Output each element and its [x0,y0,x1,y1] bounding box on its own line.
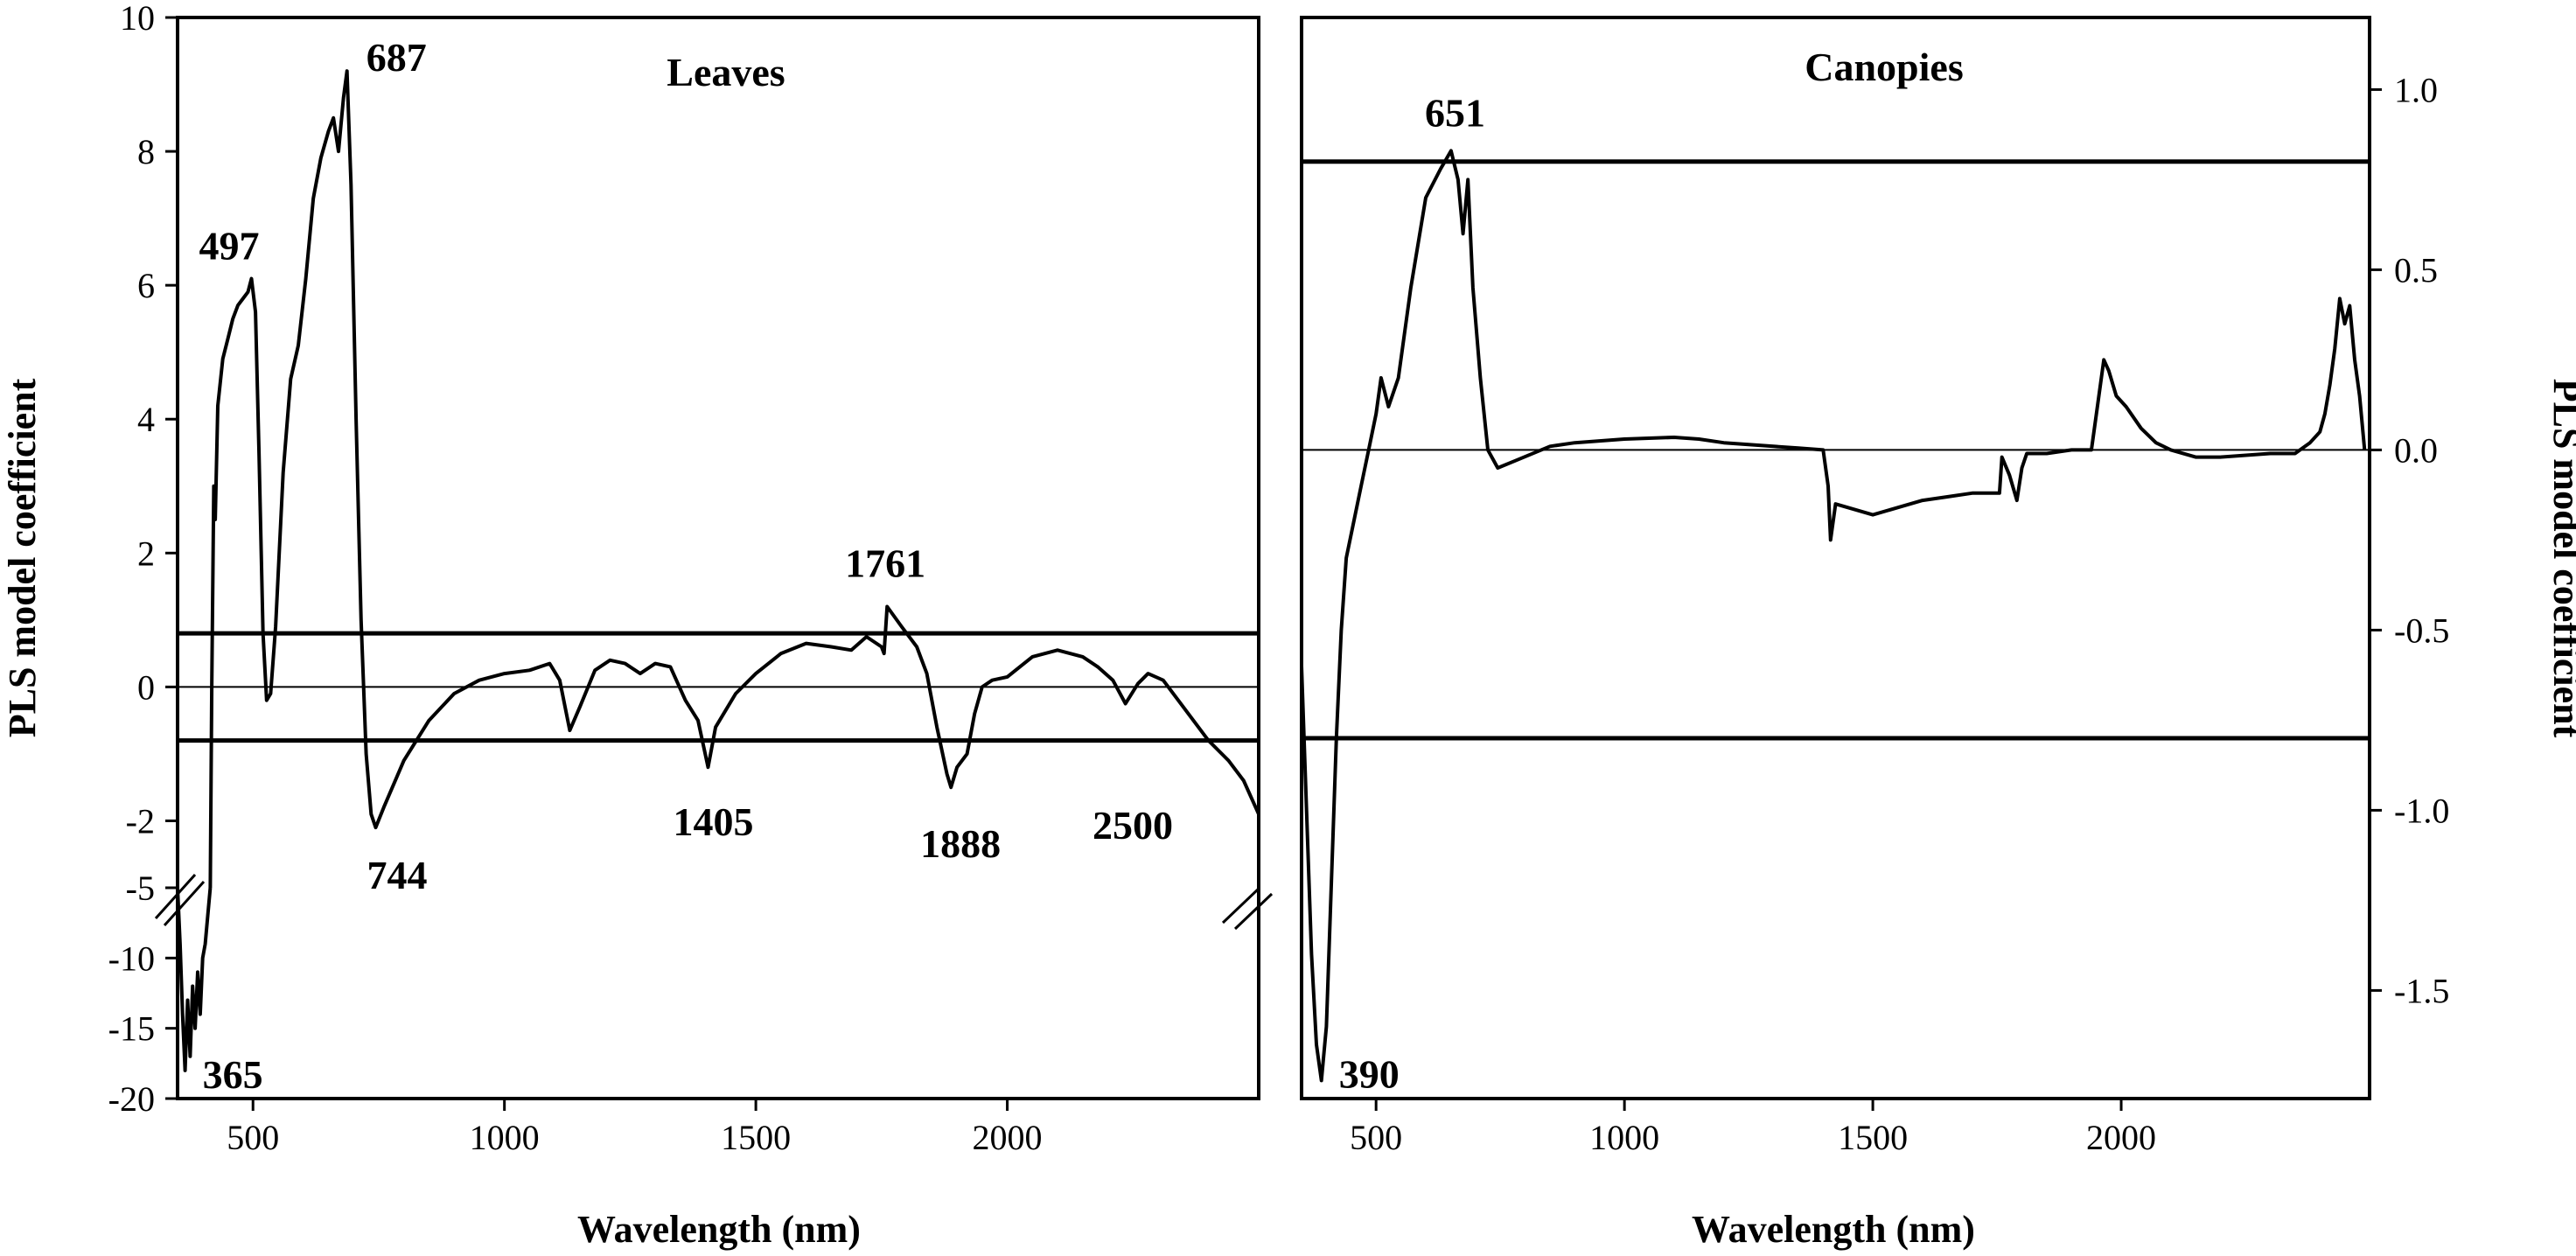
leaves-peak-label-497: 497 [199,224,260,269]
canopies-y-tick-label: 0.5 [2394,250,2438,290]
canopies-reference-lines [1302,159,2370,741]
canopies-coefficient-series [1300,149,2367,1083]
canopies-peak-label-390: 390 [1339,1051,1400,1096]
canopies-y-axis-title: PLS model coefficient [2545,379,2576,738]
leaves-y-tick-label: 4 [137,400,155,439]
canopies-x-tick-label: 1500 [1838,1118,1908,1157]
canopies-axis-ticks: 500 1000 1500 2000 1.0 0.5 0.0 -0.5 -1.0 -1.5 [1350,70,2449,1157]
leaves-panel-title: Leaves [667,50,785,94]
leaves-x-axis-title: Wavelength (nm) [577,1208,861,1251]
leaves-y-tick-label: -2 [126,801,155,841]
leaves-y-axis-title: PLS model coefficient [1,378,44,737]
canopies-x-tick-label: 500 [1350,1118,1402,1157]
leaves-coefficient-series [176,69,1260,1072]
leaves-peak-label-1888: 1888 [920,821,1001,866]
leaves-y-tick-label: 6 [137,266,155,305]
leaves-x-tick-label: 1000 [470,1118,540,1157]
leaves-peak-label-1405: 1405 [674,799,754,844]
leaves-y-tick-label: 10 [120,0,155,38]
leaves-peak-label-687: 687 [367,35,427,80]
leaves-x-tick-label: 1500 [721,1118,791,1157]
leaves-peak-label-365: 365 [203,1052,263,1097]
canopies-peak-label-651: 651 [1425,90,1485,135]
leaves-y-tick-label: -10 [108,939,155,978]
leaves-y-tick-label: -5 [126,869,155,908]
axis-break-bottom [1221,886,1274,931]
leaves-series-line-lower [176,887,213,1072]
leaves-peak-label-2500: 2500 [1093,803,1173,848]
canopies-x-axis-title: Wavelength (nm) [1692,1208,1975,1251]
leaves-x-tick-label: 500 [227,1118,279,1157]
leaves-peak-labels: 687 497 1761 744 1405 1888 2500 365 [199,35,1173,1097]
canopies-y-tick-label: -1.5 [2394,971,2449,1010]
leaves-y-tick-label: -20 [108,1079,155,1119]
canopies-x-tick-label: 1000 [1589,1118,1659,1157]
leaves-y-tick-label: 8 [137,132,155,171]
canopies-plot-frame [1300,16,2371,1100]
canopies-y-tick-label: 1.0 [2394,70,2438,109]
canopies-y-tick-label: -1.0 [2394,791,2449,830]
leaves-y-tick-label: 2 [137,534,155,573]
canopies-panel-title: Canopies [1805,45,1963,89]
canopies-x-tick-label: 2000 [2086,1118,2156,1157]
leaves-peak-label-1761: 1761 [845,541,925,586]
leaves-plot-frame [176,16,1260,1100]
leaves-y-tick-label: -15 [108,1009,155,1049]
leaves-reference-lines [178,631,1259,743]
canopies-y-tick-label: -0.5 [2394,611,2449,650]
leaves-x-tick-label: 2000 [973,1118,1043,1157]
axis-break-left [154,873,206,927]
leaves-axis-ticks: 500 1000 1500 2000 10 8 6 4 2 0 -2 -5 -10 -15 -20 [108,0,1043,1157]
leaves-peak-label-744: 744 [367,853,428,897]
leaves-y-tick-label: 0 [137,667,155,707]
canopies-series-line [1300,149,2367,1083]
leaves-series-line-upper [208,69,1260,889]
canopies-y-tick-label: 0.0 [2394,430,2438,470]
canopies-peak-labels: 651 390 [1339,90,1485,1096]
